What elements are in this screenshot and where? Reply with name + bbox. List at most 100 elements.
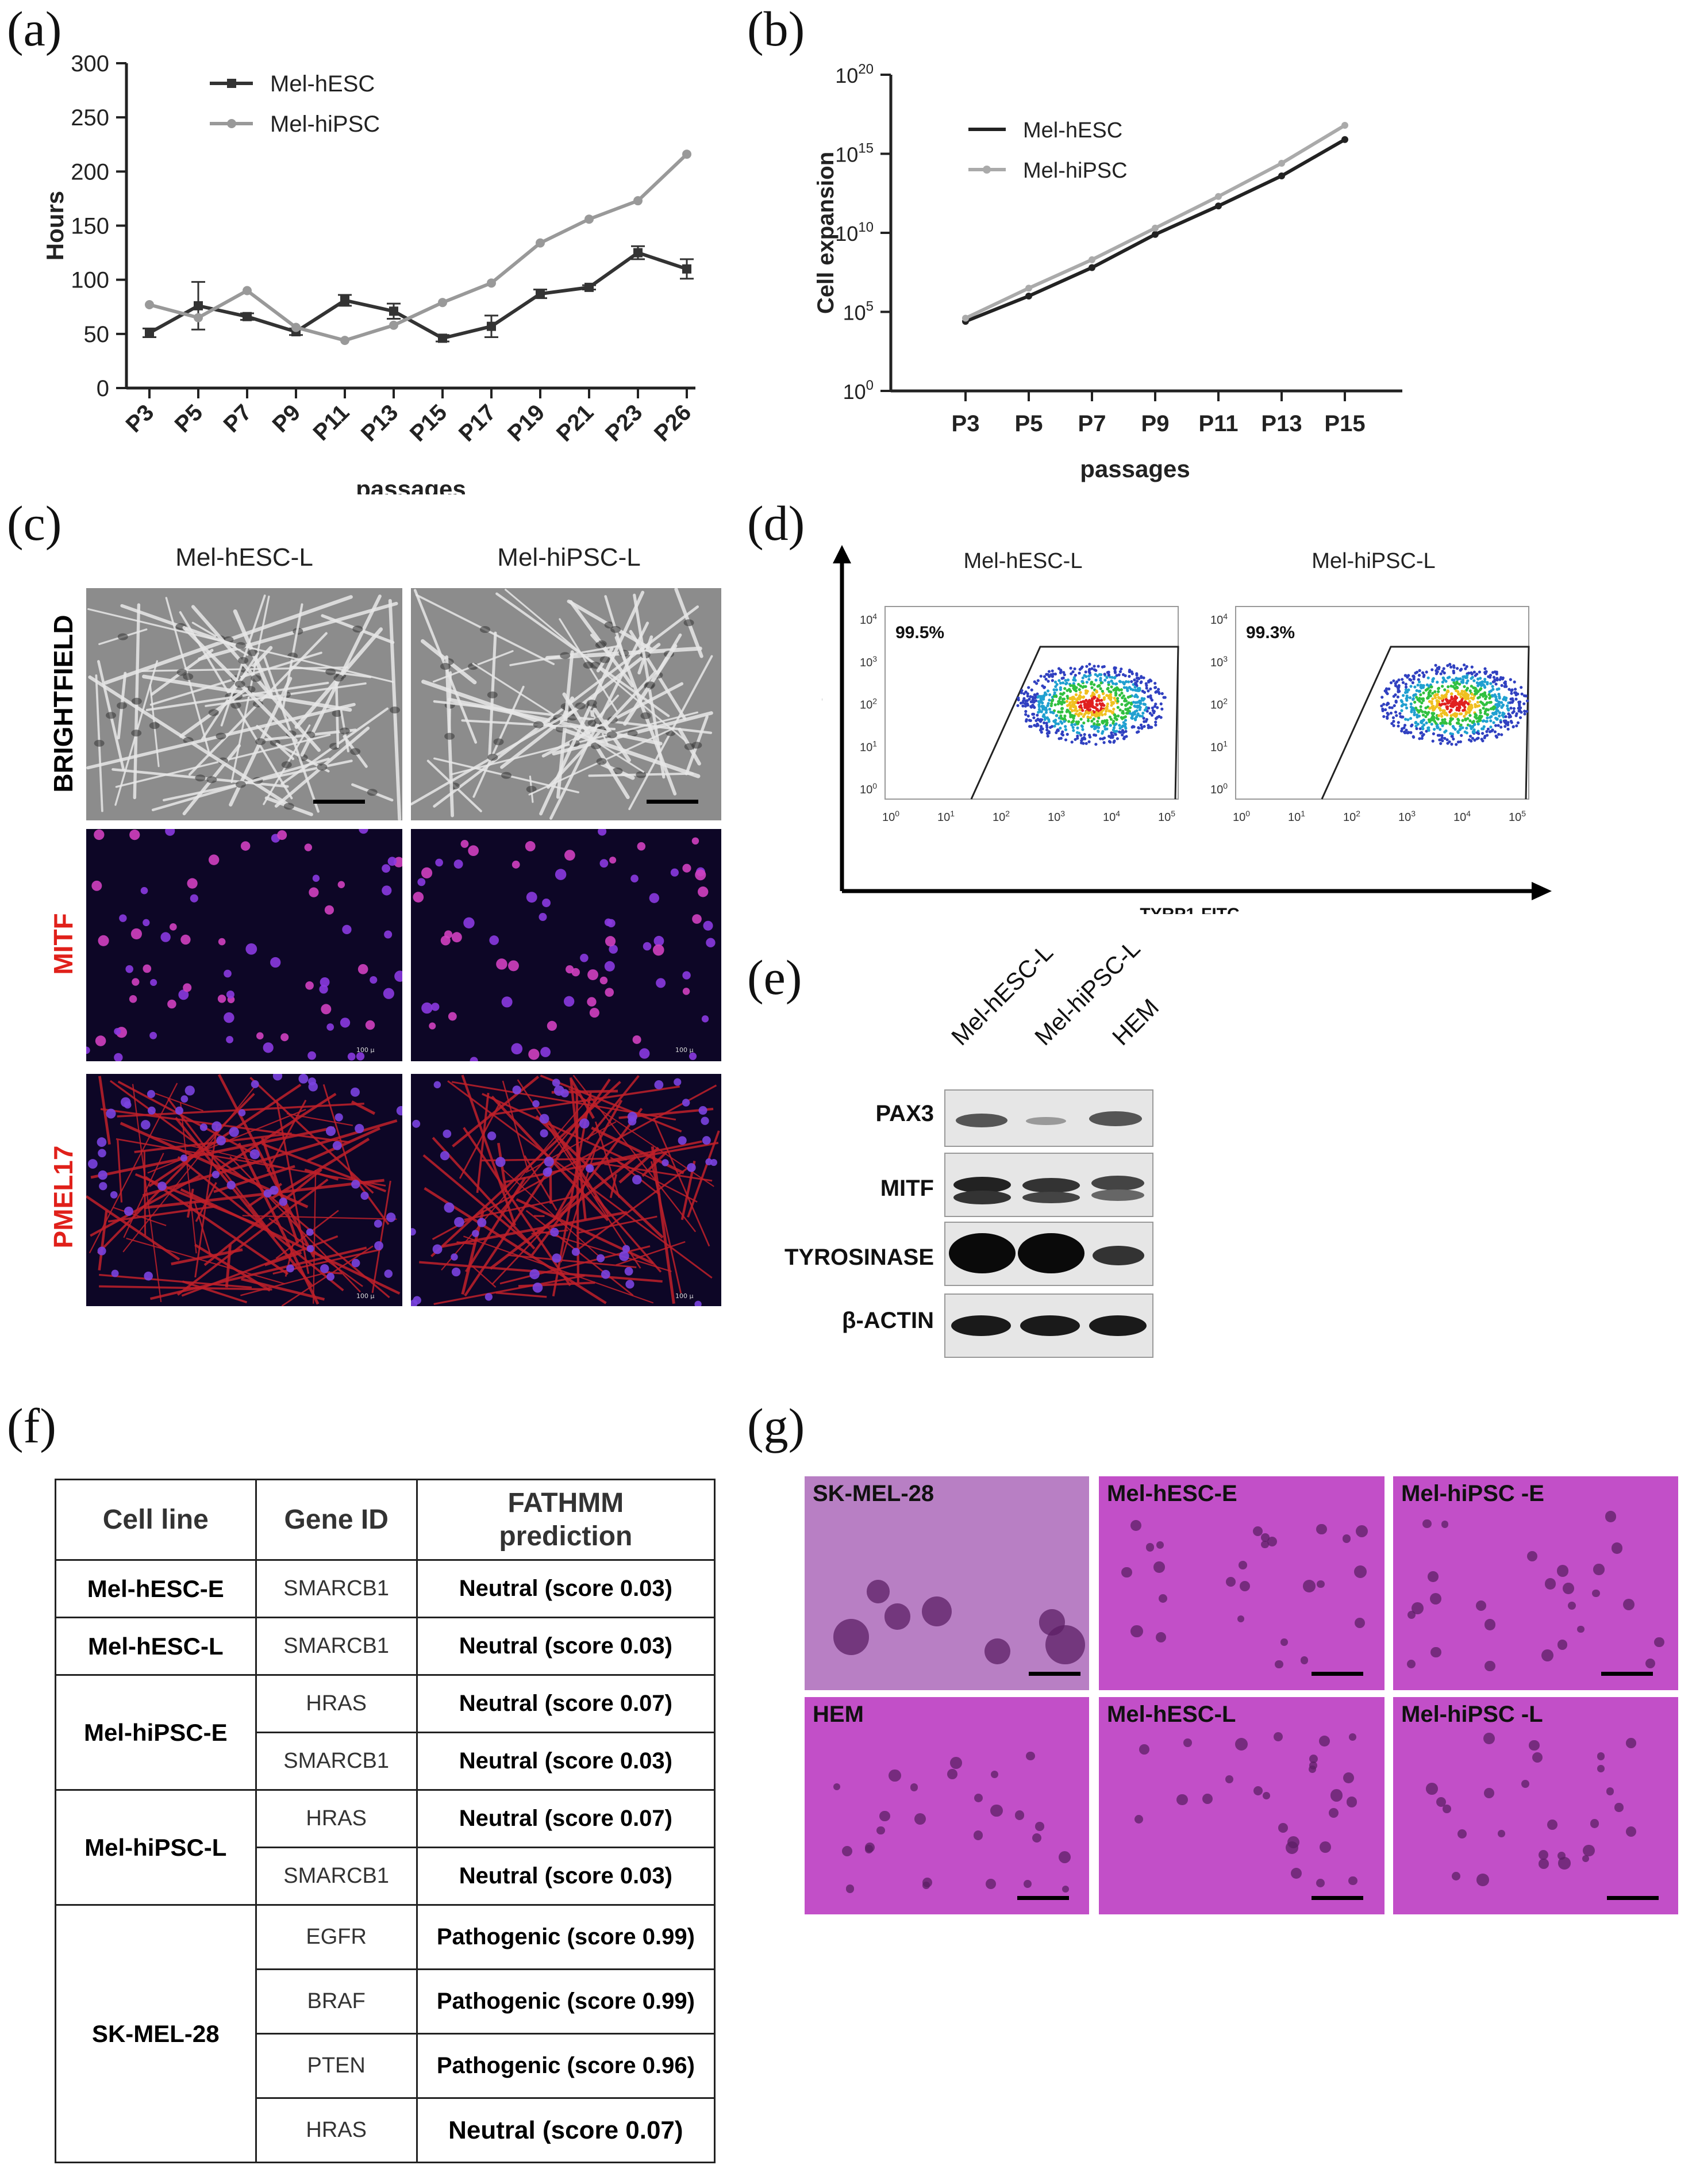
gate-percent: 99.3%	[1246, 623, 1295, 642]
event-dot	[1139, 681, 1143, 685]
gene-id: SMARCB1	[255, 1617, 418, 1676]
event-dot	[1125, 686, 1128, 689]
event-dot	[1401, 678, 1404, 681]
event-dot	[1094, 678, 1098, 682]
event-dot	[1061, 693, 1064, 696]
stained-cell	[1556, 1564, 1569, 1577]
event-dot	[1404, 685, 1408, 689]
event-dot	[1138, 699, 1141, 703]
event-dot	[1439, 721, 1443, 725]
nucleus	[484, 1293, 493, 1301]
stained-cell	[1045, 1625, 1085, 1665]
nucleus	[542, 899, 551, 907]
nucleus	[256, 1032, 264, 1040]
event-dot	[1159, 702, 1163, 706]
event-dot	[1431, 697, 1435, 701]
nucleus	[183, 983, 192, 992]
nucleus	[95, 1035, 106, 1046]
pmel-fiber	[570, 1078, 595, 1119]
nucleus	[448, 1012, 457, 1021]
event-dot	[1422, 673, 1426, 677]
event-dot	[1494, 682, 1498, 686]
legend-label: Mel-hiPSC	[1023, 159, 1128, 183]
event-dot	[1431, 692, 1435, 695]
event-dot	[1468, 719, 1472, 723]
event-dot	[1420, 721, 1424, 724]
event-dot	[1043, 692, 1047, 696]
event-dot	[1072, 729, 1075, 732]
event-dot	[1486, 713, 1490, 716]
stained-cell	[864, 1845, 873, 1853]
nucleus	[532, 1100, 540, 1108]
event-dot	[1419, 693, 1422, 697]
event-dot	[1494, 695, 1497, 698]
event-dot	[1417, 674, 1421, 677]
event-dot	[1055, 682, 1059, 686]
prediction: Neutral (score 0.07)	[416, 1789, 716, 1848]
series-line	[148, 251, 687, 340]
pmel-fiber	[497, 1142, 507, 1193]
stained-cell	[1253, 1786, 1263, 1796]
event-dot	[1105, 705, 1109, 708]
nucleus	[245, 943, 257, 955]
pmel-fiber	[242, 1215, 397, 1220]
event-dot	[1446, 676, 1450, 680]
event-dot	[1110, 675, 1114, 679]
event-dot	[1075, 709, 1079, 713]
nucleus	[357, 964, 368, 974]
stained-cell	[1343, 1772, 1355, 1784]
prediction: Neutral (score 0.03)	[416, 1617, 716, 1676]
stained-cell	[1583, 1844, 1595, 1857]
event-dot	[1110, 685, 1113, 689]
event-dot	[1407, 688, 1410, 692]
data-point	[584, 282, 594, 292]
nucleus	[94, 829, 105, 840]
event-dot	[1388, 706, 1391, 709]
event-dot	[1097, 698, 1101, 703]
event-dot	[1472, 696, 1475, 700]
event-dot	[1399, 715, 1402, 719]
nucleus	[604, 918, 613, 926]
x-tick-label: P9	[268, 400, 306, 437]
event-dot	[1041, 701, 1044, 705]
stained-cell	[1316, 1878, 1325, 1887]
nucleus	[643, 942, 652, 951]
stained-cell	[1577, 1625, 1585, 1633]
nucleus	[540, 1129, 548, 1138]
event-dot	[1390, 706, 1394, 709]
event-dot	[1079, 717, 1083, 721]
event-dot	[1114, 692, 1118, 696]
pmel-fiber	[687, 1130, 720, 1218]
event-dot	[1026, 704, 1030, 707]
event-dot	[1497, 724, 1500, 727]
event-dot	[1478, 681, 1482, 685]
stained-cell	[1346, 1797, 1357, 1807]
event-dot	[1456, 681, 1459, 685]
nucleus	[632, 1174, 642, 1185]
event-dot	[1044, 711, 1048, 714]
scale-text: 100 µ	[675, 1046, 694, 1054]
event-dot	[1084, 685, 1087, 688]
stained-cell	[1654, 1637, 1664, 1648]
event-dot	[1066, 704, 1070, 707]
event-dot	[1149, 696, 1153, 700]
nucleus	[124, 1101, 132, 1109]
nucleus	[110, 1191, 118, 1199]
event-dot	[1113, 696, 1116, 700]
gene-id: PTEN	[255, 2033, 418, 2099]
stained-cell	[1329, 1807, 1339, 1818]
event-dot	[1045, 673, 1048, 676]
event-dot	[1063, 687, 1067, 690]
event-dot	[1392, 720, 1395, 723]
panel-label-g: (g)	[747, 1398, 805, 1453]
stained-cell	[1202, 1794, 1213, 1805]
stained-cell	[1593, 1564, 1605, 1575]
event-dot	[1446, 742, 1449, 745]
stained-cell	[1430, 1646, 1441, 1657]
stained-cell	[867, 1580, 890, 1603]
event-dot	[1033, 724, 1036, 727]
cell-body	[533, 721, 544, 728]
nucleus	[453, 859, 463, 869]
pmel-fiber	[516, 1198, 654, 1265]
event-dot	[1113, 713, 1116, 717]
